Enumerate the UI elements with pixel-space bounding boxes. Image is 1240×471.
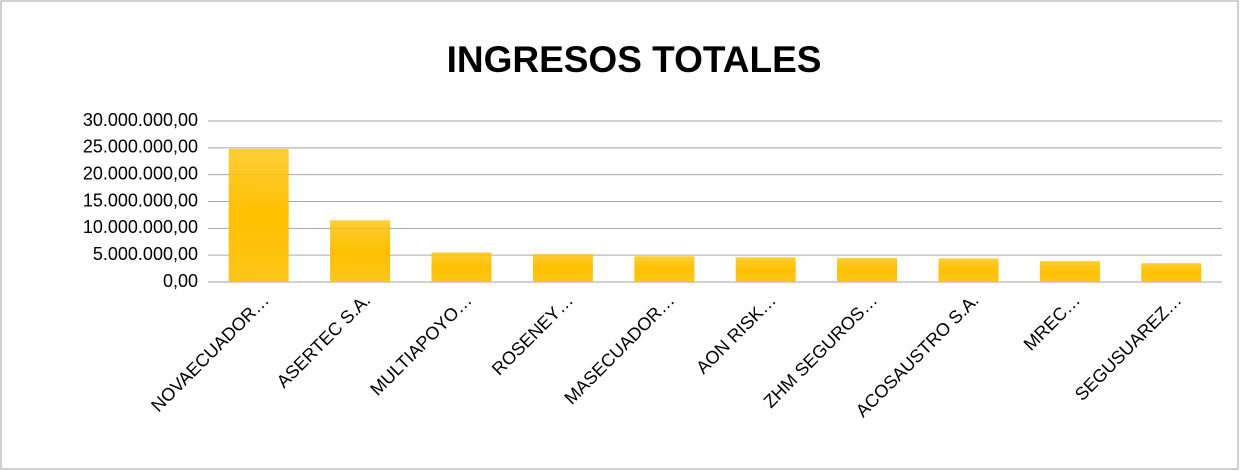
y-tick-label: 5.000.000,00 xyxy=(93,244,198,264)
y-tick-label: 10.000.000,00 xyxy=(83,217,198,237)
bar xyxy=(431,252,492,282)
y-tick-label: 30.000.000,00 xyxy=(83,110,198,130)
bar xyxy=(837,257,898,282)
bar xyxy=(330,220,391,282)
bar xyxy=(634,256,695,282)
y-tick-label: 20.000.000,00 xyxy=(83,163,198,183)
chart-title: INGRESOS TOTALES xyxy=(447,39,822,80)
y-tick-label: 25.000.000,00 xyxy=(83,137,198,157)
bar xyxy=(938,258,999,282)
y-tick-label: 0,00 xyxy=(163,271,198,291)
bar xyxy=(228,148,289,282)
bar xyxy=(735,257,796,282)
bar xyxy=(1039,261,1100,282)
bar xyxy=(1141,263,1202,282)
y-tick-label: 15.000.000,00 xyxy=(83,190,198,210)
bar xyxy=(532,254,593,282)
